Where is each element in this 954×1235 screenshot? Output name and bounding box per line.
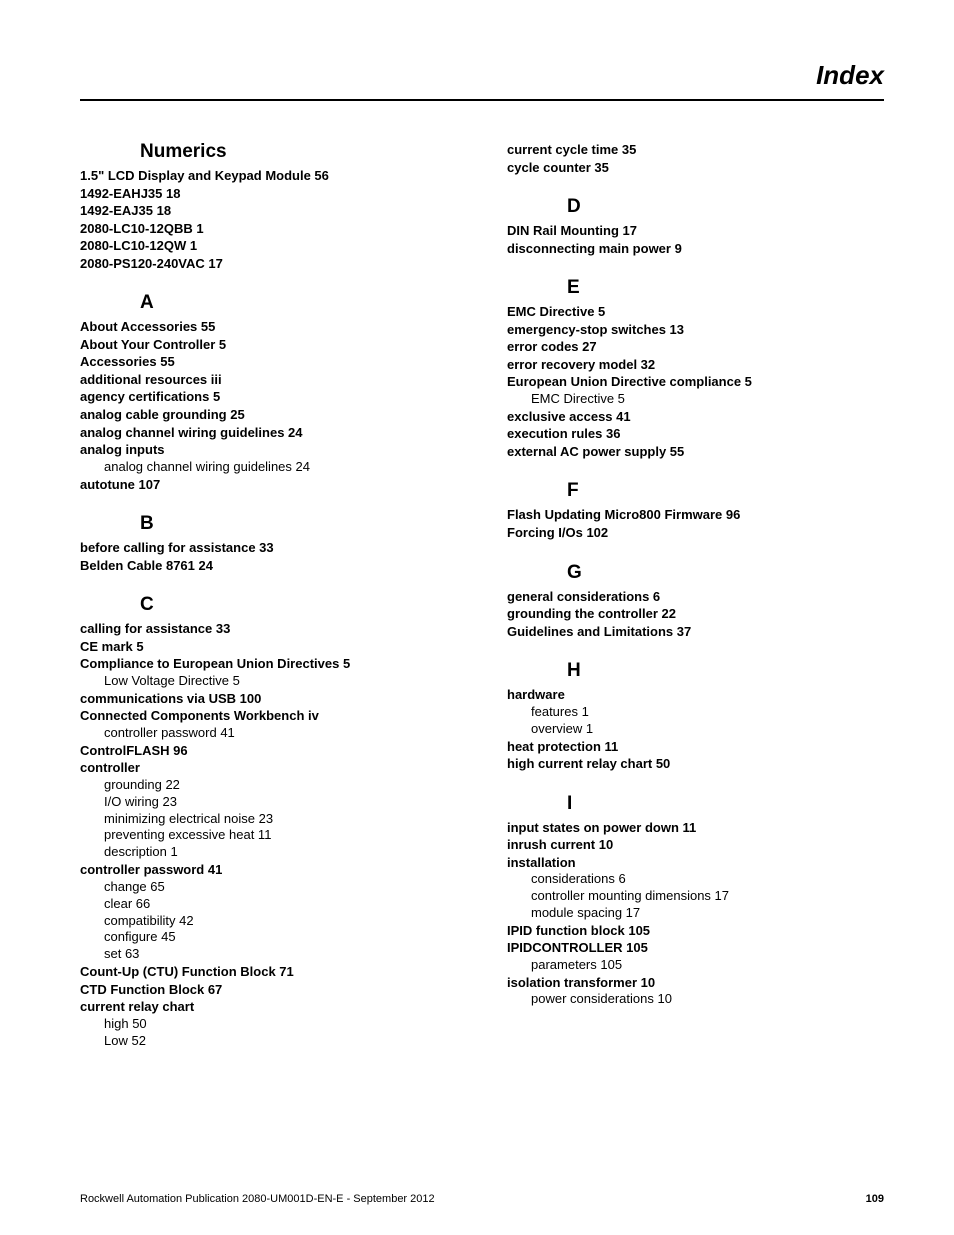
index-entry[interactable]: 1.5" LCD Display and Keypad Module 56 [80,167,457,185]
index-entry[interactable]: About Accessories 55 [80,318,457,336]
footer-pageno: 109 [866,1193,884,1205]
index-subentry[interactable]: module spacing 17 [531,905,884,922]
section-heading: D [567,196,884,218]
index-entry[interactable]: cycle counter 35 [507,159,884,177]
section-heading: C [140,594,457,616]
title-block: Index [80,60,884,101]
index-entry[interactable]: analog inputs [80,441,457,459]
index-entry[interactable]: error recovery model 32 [507,356,884,374]
index-entry[interactable]: analog channel wiring guidelines 24 [80,424,457,442]
index-entry[interactable]: 1492-EAHJ35 18 [80,185,457,203]
index-entry[interactable]: controller password 41 [80,861,457,879]
index-entry[interactable]: CE mark 5 [80,638,457,656]
index-entry[interactable]: current cycle time 35 [507,141,884,159]
index-entry[interactable]: analog cable grounding 25 [80,406,457,424]
index-entry[interactable]: installation [507,854,884,872]
section-heading: E [567,277,884,299]
index-entry[interactable]: isolation transformer 10 [507,974,884,992]
index-subentry[interactable]: power considerations 10 [531,991,884,1008]
index-entry[interactable]: calling for assistance 33 [80,620,457,638]
index-entry[interactable]: IPIDCONTROLLER 105 [507,939,884,957]
index-subentry[interactable]: controller mounting dimensions 17 [531,888,884,905]
index-entry[interactable]: grounding the controller 22 [507,605,884,623]
index-entry[interactable]: Belden Cable 8761 24 [80,557,457,575]
index-entry[interactable]: Connected Components Workbench iv [80,707,457,725]
index-entry[interactable]: additional resources iii [80,371,457,389]
index-entry[interactable]: agency certifications 5 [80,388,457,406]
index-entry[interactable]: before calling for assistance 33 [80,539,457,557]
index-subentry[interactable]: features 1 [531,704,884,721]
index-subentry[interactable]: minimizing electrical noise 23 [104,811,457,828]
index-entry[interactable]: CTD Function Block 67 [80,981,457,999]
index-entry[interactable]: 2080-PS120-240VAC 17 [80,255,457,273]
index-subentry[interactable]: grounding 22 [104,777,457,794]
index-entry[interactable]: emergency-stop switches 13 [507,321,884,339]
section-heading: Numerics [140,141,457,163]
section-heading: H [567,660,884,682]
index-entry[interactable]: Count-Up (CTU) Function Block 71 [80,963,457,981]
index-entry[interactable]: communications via USB 100 [80,690,457,708]
index-subentry[interactable]: high 50 [104,1016,457,1033]
index-subentry[interactable]: analog channel wiring guidelines 24 [104,459,457,476]
index-subentry[interactable]: I/O wiring 23 [104,794,457,811]
index-entry[interactable]: general considerations 6 [507,588,884,606]
index-columns: Numerics 1.5" LCD Display and Keypad Modu… [80,141,884,1050]
index-entry[interactable]: EMC Directive 5 [507,303,884,321]
index-subentry[interactable]: controller password 41 [104,725,457,742]
index-entry[interactable]: 2080-LC10-12QBB 1 [80,220,457,238]
column-right: current cycle time 35cycle counter 35 D DI… [507,141,884,1050]
page-title: Index [816,60,884,90]
section-heading: G [567,562,884,584]
index-entry[interactable]: inrush current 10 [507,836,884,854]
index-entry[interactable]: European Union Directive compliance 5 [507,373,884,391]
section-heading: I [567,793,884,815]
section-heading: B [140,513,457,535]
index-subentry[interactable]: change 65 [104,879,457,896]
page-footer: Rockwell Automation Publication 2080-UM0… [80,1193,884,1205]
index-subentry[interactable]: set 63 [104,946,457,963]
index-entry[interactable]: IPID function block 105 [507,922,884,940]
index-subentry[interactable]: overview 1 [531,721,884,738]
index-entry[interactable]: controller [80,759,457,777]
column-left: Numerics 1.5" LCD Display and Keypad Modu… [80,141,457,1050]
index-entry[interactable]: Flash Updating Micro800 Firmware 96 [507,506,884,524]
index-subentry[interactable]: considerations 6 [531,871,884,888]
index-entry[interactable]: disconnecting main power 9 [507,240,884,258]
index-entry[interactable]: high current relay chart 50 [507,755,884,773]
index-entry[interactable]: external AC power supply 55 [507,443,884,461]
index-subentry[interactable]: description 1 [104,844,457,861]
index-entry[interactable]: Accessories 55 [80,353,457,371]
index-entry[interactable]: About Your Controller 5 [80,336,457,354]
index-subentry[interactable]: configure 45 [104,929,457,946]
index-entry[interactable]: input states on power down 11 [507,819,884,837]
index-entry[interactable]: autotune 107 [80,476,457,494]
index-entry[interactable]: Guidelines and Limitations 37 [507,623,884,641]
page-container: Index Numerics 1.5" LCD Display and Keypa… [0,0,954,1235]
index-subentry[interactable]: compatibility 42 [104,913,457,930]
index-subentry[interactable]: preventing excessive heat 11 [104,827,457,844]
index-entry[interactable]: error codes 27 [507,338,884,356]
index-entry[interactable]: Forcing I/Os 102 [507,524,884,542]
index-entry[interactable]: ControlFLASH 96 [80,742,457,760]
index-entry[interactable]: 1492-EAJ35 18 [80,202,457,220]
section-heading: F [567,480,884,502]
index-entry[interactable]: current relay chart [80,998,457,1016]
index-entry[interactable]: heat protection 11 [507,738,884,756]
index-entry[interactable]: execution rules 36 [507,425,884,443]
index-subentry[interactable]: parameters 105 [531,957,884,974]
footer-publication: Rockwell Automation Publication 2080-UM0… [80,1193,435,1205]
index-entry[interactable]: Compliance to European Union Directives … [80,655,457,673]
index-subentry[interactable]: Low 52 [104,1033,457,1050]
index-subentry[interactable]: EMC Directive 5 [531,391,884,408]
index-subentry[interactable]: clear 66 [104,896,457,913]
index-entry[interactable]: hardware [507,686,884,704]
index-entry[interactable]: DIN Rail Mounting 17 [507,222,884,240]
index-subentry[interactable]: Low Voltage Directive 5 [104,673,457,690]
index-entry[interactable]: exclusive access 41 [507,408,884,426]
index-entry[interactable]: 2080-LC10-12QW 1 [80,237,457,255]
section-heading: A [140,292,457,314]
